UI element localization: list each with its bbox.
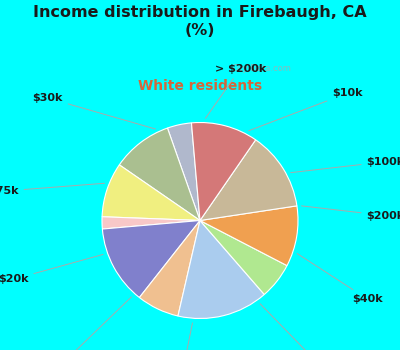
Text: $10k: $10k	[248, 88, 363, 131]
Text: > $200k: > $200k	[206, 64, 266, 118]
Wedge shape	[102, 165, 200, 220]
Text: $20k: $20k	[0, 254, 103, 284]
Text: $200k: $200k	[302, 206, 400, 220]
Text: $40k: $40k	[297, 253, 382, 304]
Wedge shape	[178, 220, 264, 318]
Wedge shape	[139, 220, 200, 316]
Text: $100k: $100k	[291, 157, 400, 173]
Wedge shape	[192, 122, 256, 220]
Wedge shape	[168, 123, 200, 220]
Text: $50k: $50k	[165, 323, 196, 350]
Wedge shape	[102, 217, 200, 229]
Wedge shape	[119, 128, 200, 220]
Text: $150k: $150k	[44, 297, 131, 350]
Wedge shape	[200, 206, 298, 266]
Text: $75k: $75k	[0, 183, 104, 196]
Wedge shape	[102, 220, 200, 298]
Text: City-Data.com: City-Data.com	[231, 64, 291, 73]
Text: $125k: $125k	[260, 304, 346, 350]
Text: White residents: White residents	[138, 79, 262, 93]
Wedge shape	[200, 140, 297, 220]
Wedge shape	[200, 220, 287, 294]
Text: $30k: $30k	[32, 93, 156, 129]
Text: Income distribution in Firebaugh, CA
(%): Income distribution in Firebaugh, CA (%)	[33, 5, 367, 38]
